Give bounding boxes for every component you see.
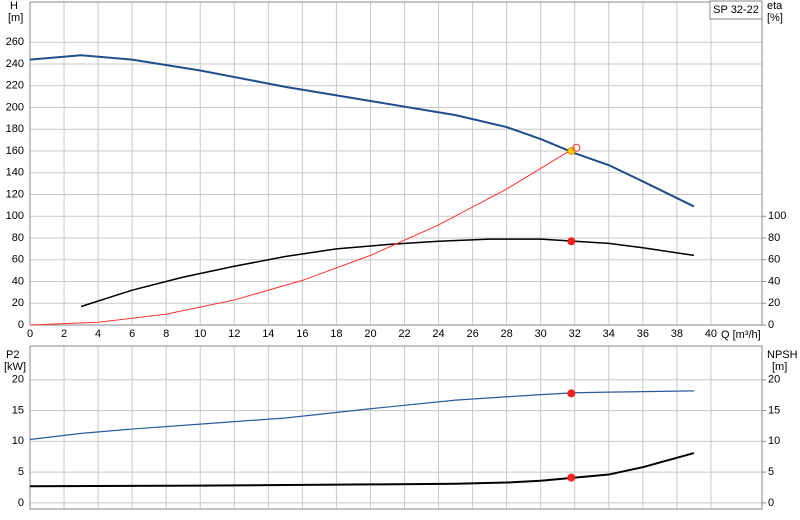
y2-tick-label: 0 bbox=[768, 319, 774, 331]
y-tick-label: 10 bbox=[12, 435, 24, 447]
x-tick-label: 36 bbox=[637, 328, 649, 340]
x-tick-label: 32 bbox=[569, 328, 581, 340]
y-tick-label: 5 bbox=[18, 466, 24, 478]
y2-tick-label: 40 bbox=[768, 275, 780, 287]
curve bbox=[80, 238, 695, 308]
x-tick-label: 12 bbox=[228, 328, 240, 340]
y2-tick-label: 10 bbox=[768, 435, 780, 447]
duty-point bbox=[572, 143, 581, 152]
x-tick-label: 18 bbox=[330, 328, 342, 340]
y-tick-label: 20 bbox=[12, 374, 24, 386]
y2-tick-label: 100 bbox=[768, 210, 786, 222]
duty-point bbox=[567, 473, 576, 482]
x-tick-label: 16 bbox=[296, 328, 308, 340]
y-tick-label: 0 bbox=[18, 497, 24, 509]
x-label: Q [m³/h] bbox=[721, 329, 761, 341]
duty-point bbox=[567, 146, 576, 155]
y2-label: eta bbox=[767, 0, 783, 12]
y2-tick-label: 15 bbox=[768, 404, 780, 416]
y2-tick-label: 20 bbox=[768, 374, 780, 386]
x-tick-label: 22 bbox=[398, 328, 410, 340]
x-tick-label: 28 bbox=[501, 328, 513, 340]
y-tick-label: 140 bbox=[6, 167, 24, 179]
x-tick-label: 10 bbox=[194, 328, 206, 340]
x-tick-label: 14 bbox=[262, 328, 274, 340]
y-tick-label: 60 bbox=[12, 254, 24, 266]
y-tick-label: 20 bbox=[12, 297, 24, 309]
y-tick-label: 40 bbox=[12, 275, 24, 287]
x-tick-label: 6 bbox=[129, 328, 135, 340]
y2-unit: [m] bbox=[772, 361, 787, 373]
y-tick-label: 260 bbox=[6, 36, 24, 48]
x-tick-label: 40 bbox=[705, 328, 717, 340]
curve bbox=[29, 390, 694, 441]
y-tick-label: 15 bbox=[12, 404, 24, 416]
y-label: P2 bbox=[6, 349, 19, 361]
title-box bbox=[709, 0, 763, 20]
x-tick-label: 34 bbox=[603, 328, 615, 340]
curve bbox=[29, 147, 576, 326]
plot-frame bbox=[29, 1, 763, 326]
x-tick-label: 2 bbox=[61, 328, 67, 340]
x-tick-label: 26 bbox=[466, 328, 478, 340]
y-tick-label: 240 bbox=[6, 58, 24, 70]
y-tick-label: 100 bbox=[6, 210, 24, 222]
x-tick-label: 38 bbox=[671, 328, 683, 340]
y2-tick-label: 5 bbox=[768, 466, 774, 478]
y-tick-label: 220 bbox=[6, 80, 24, 92]
y-tick-label: 120 bbox=[6, 188, 24, 200]
y2-label: NPSH bbox=[767, 349, 798, 361]
x-tick-label: 0 bbox=[27, 328, 33, 340]
x-tick-label: 4 bbox=[95, 328, 101, 340]
x-tick-label: 30 bbox=[535, 328, 547, 340]
y-tick-label: 80 bbox=[12, 232, 24, 244]
curve bbox=[29, 452, 695, 488]
chart-title: SP 32-22 bbox=[713, 4, 759, 16]
y-tick-label: 160 bbox=[6, 145, 24, 157]
x-tick-label: 8 bbox=[163, 328, 169, 340]
y-tick-label: 180 bbox=[6, 123, 24, 135]
x-tick-label: 20 bbox=[364, 328, 376, 340]
y2-tick-label: 60 bbox=[768, 254, 780, 266]
duty-point bbox=[567, 237, 576, 246]
y-label: H bbox=[10, 0, 18, 12]
y2-tick-label: 20 bbox=[768, 297, 780, 309]
y2-tick-label: 80 bbox=[768, 232, 780, 244]
duty-point bbox=[567, 389, 576, 398]
y2-unit: [%] bbox=[767, 12, 783, 24]
plot-frame bbox=[29, 345, 763, 510]
y-unit: [kW] bbox=[4, 361, 26, 373]
y2-tick-label: 0 bbox=[768, 497, 774, 509]
y-unit: [m] bbox=[8, 12, 23, 24]
y-tick-label: 0 bbox=[18, 319, 24, 331]
curve bbox=[29, 54, 695, 208]
x-tick-label: 24 bbox=[432, 328, 444, 340]
y-tick-label: 200 bbox=[6, 101, 24, 113]
